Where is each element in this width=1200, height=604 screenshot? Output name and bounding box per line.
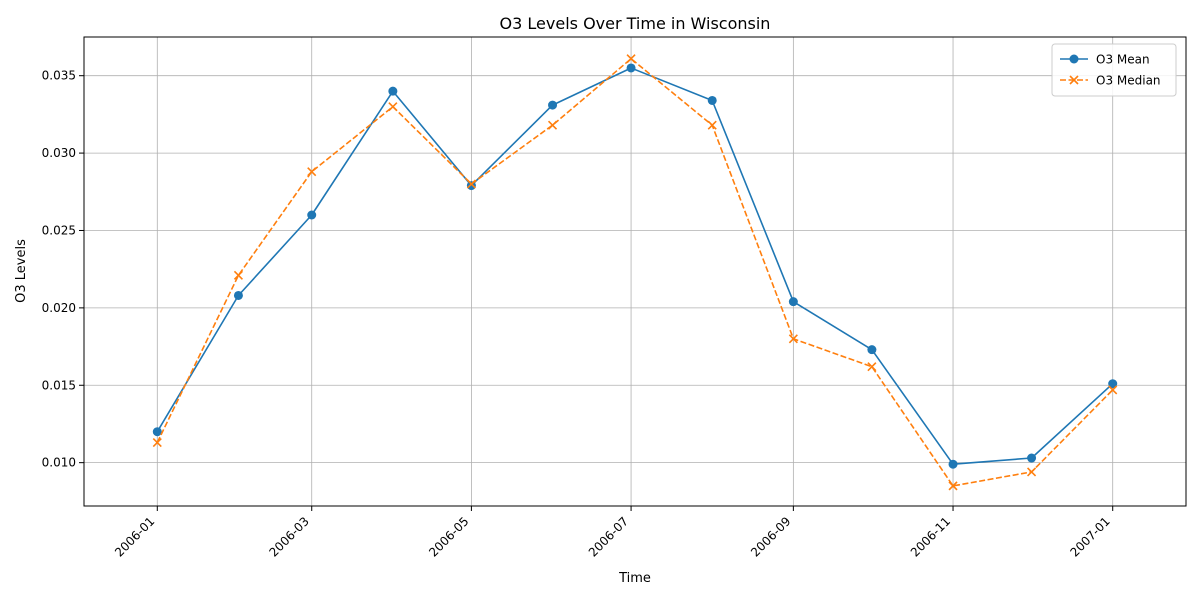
data-point <box>152 437 162 448</box>
grid <box>84 37 1186 506</box>
data-point <box>233 290 243 300</box>
chart-title: O3 Levels Over Time in Wisconsin <box>500 14 771 33</box>
legend-marker <box>1069 75 1079 85</box>
data-point <box>867 362 877 372</box>
data-point <box>948 459 958 469</box>
series-o3-median <box>152 54 1118 491</box>
data-point <box>1108 379 1118 389</box>
y-tick-label: 0.035 <box>42 69 76 83</box>
data-point <box>548 100 558 110</box>
series-lines <box>152 54 1118 491</box>
legend-item: O3 Median <box>1060 74 1161 88</box>
data-point <box>788 334 798 344</box>
legend: O3 Mean O3 Median <box>1051 43 1177 97</box>
data-point <box>466 179 476 189</box>
legend-marker <box>1069 54 1079 64</box>
data-point <box>1027 453 1037 463</box>
data-point <box>388 102 398 112</box>
y-tick-label: 0.025 <box>42 223 76 237</box>
data-point <box>307 167 317 177</box>
series-o3-mean <box>152 63 1118 469</box>
x-axis-label: Time <box>618 571 651 586</box>
data-point <box>547 120 558 130</box>
data-point <box>788 297 798 307</box>
y-tick-label: 0.010 <box>42 456 76 470</box>
plot-area <box>83 36 1187 507</box>
data-point <box>626 54 636 64</box>
data-point <box>707 120 717 130</box>
legend-box <box>1051 43 1177 97</box>
y-tick-label: 0.020 <box>42 301 76 315</box>
y-tick-label: 0.015 <box>42 378 76 392</box>
y-tick-label: 0.030 <box>42 146 76 160</box>
legend-label: O3 Mean <box>1096 53 1150 67</box>
data-point <box>707 95 717 105</box>
data-point <box>152 427 162 437</box>
data-point <box>307 210 317 220</box>
data-point <box>867 345 877 355</box>
data-point <box>626 63 636 73</box>
data-point <box>233 270 244 280</box>
data-point <box>388 86 398 96</box>
legend-item: O3 Mean <box>1060 53 1150 67</box>
legend-label: O3 Median <box>1096 74 1161 88</box>
data-point <box>1108 385 1118 395</box>
data-point <box>1026 467 1037 477</box>
data-point <box>948 481 958 491</box>
y-axis-label: O3 Levels <box>14 239 29 303</box>
